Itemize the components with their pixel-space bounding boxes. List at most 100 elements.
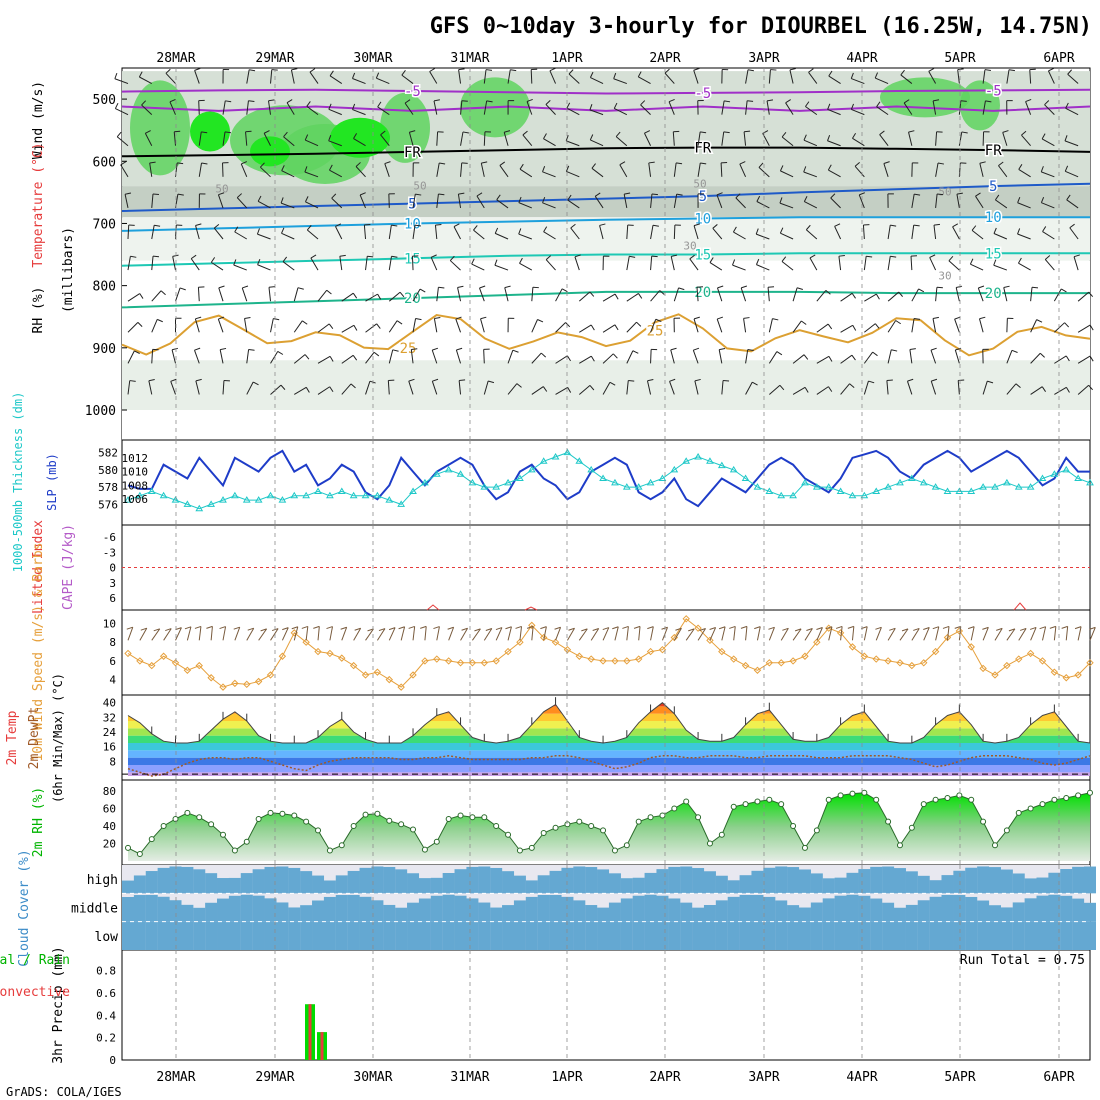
wind-barb-flag	[589, 291, 595, 297]
wind-barb-flag	[851, 354, 856, 361]
wind-barb-flag	[957, 68, 964, 71]
wind-barb-flag	[496, 194, 501, 200]
sfc-wind-barb	[1077, 626, 1082, 641]
wind-barb	[948, 260, 960, 271]
y-tick-temp: 32	[103, 711, 116, 724]
wind-barb	[555, 288, 563, 302]
wind-barb-flag	[1065, 102, 1069, 109]
wind-barb-flag	[190, 254, 197, 260]
thickness-marker	[706, 457, 714, 464]
wind-barb	[257, 264, 271, 271]
wind-barb-flag	[518, 196, 522, 203]
cloud-bar-low	[988, 921, 1001, 950]
wind-barb	[211, 261, 224, 271]
wind-barb-flag	[326, 289, 332, 295]
temp-band	[128, 765, 1090, 773]
wind-barb	[650, 319, 657, 333]
wind-barb	[170, 381, 176, 395]
wind-barb-flag	[432, 347, 439, 351]
wind-barb	[304, 171, 319, 178]
cloud-bar-low	[418, 921, 431, 950]
thickness-marker	[231, 491, 239, 499]
wind-barb	[542, 202, 556, 209]
wind-barb-flag	[851, 293, 856, 299]
rh-marker	[410, 826, 417, 833]
wind-barb	[460, 131, 464, 146]
wind-barb-flag	[647, 378, 654, 382]
cloud-bar-low	[205, 921, 218, 950]
wind-barb-flag	[329, 386, 334, 393]
wind-barb	[458, 380, 462, 395]
sfc-wind-barb-flag	[718, 626, 726, 630]
wind-barb	[579, 355, 592, 364]
wind-barb-flag	[1067, 69, 1073, 75]
wind-barb	[365, 293, 378, 302]
wind-barb	[246, 69, 250, 84]
cloud-bar-high	[965, 867, 978, 894]
wind-barb-flag	[352, 72, 356, 79]
rh-marker	[493, 823, 500, 829]
wind-barb	[411, 256, 414, 271]
wind-barb-flag	[1036, 319, 1043, 323]
thickness-marker	[670, 465, 679, 473]
sfc-wind-barb	[1042, 626, 1047, 641]
wind-barb	[268, 287, 272, 302]
wind-barb-flag	[304, 134, 309, 141]
wind-barb-flag	[700, 131, 707, 134]
wind-barb	[993, 233, 1008, 240]
wind-barb	[363, 225, 367, 240]
sfc-wind-barb	[578, 628, 588, 641]
wind-barb	[1044, 259, 1055, 271]
wind-barb-flag	[1089, 355, 1094, 362]
wind-barb	[932, 100, 937, 115]
wind-barb-flag	[282, 256, 288, 262]
y-tick-rh: 20	[103, 838, 116, 851]
sfc-wind-barb	[222, 626, 227, 641]
wind-barb-flag	[401, 70, 406, 76]
sfc-wind-barb-flag	[1049, 625, 1057, 629]
cloud-bar-low	[573, 921, 586, 950]
sfc-wind-barb	[353, 627, 362, 641]
wind-barb-flag	[589, 385, 595, 391]
wind-barb	[305, 139, 319, 147]
sfc-wind-barb	[970, 626, 975, 641]
rh-marker	[220, 831, 227, 838]
wind-barb	[1041, 138, 1055, 147]
sfc-wind-barb-flag	[554, 626, 561, 630]
cloud-bar-high	[240, 873, 253, 894]
wind-barb	[1041, 171, 1055, 178]
wind-barb-flag	[568, 69, 574, 75]
sfc-wind-barb-flag	[889, 627, 896, 631]
wind-barb	[1030, 287, 1033, 302]
wind-barb-flag	[461, 162, 468, 164]
sfc-wind-barb	[1065, 626, 1069, 641]
wind-barb	[805, 106, 818, 116]
wind-barb	[355, 166, 366, 178]
rh-marker	[433, 838, 440, 845]
sfc-wind-barb	[851, 626, 855, 641]
wind-barb-flag	[329, 164, 333, 171]
wind-barb	[339, 256, 343, 271]
ylabel-wind10m: 10m Wind Speed (m/s) & Barbs	[31, 542, 46, 761]
wind-barb-flag	[152, 255, 160, 258]
y-tick-slp: 1006	[122, 493, 149, 506]
thickness-marker	[860, 491, 869, 499]
wind-barb	[957, 69, 960, 84]
sfc-wind-barb-flag	[1061, 625, 1068, 629]
wind-barb	[830, 197, 841, 209]
wind-barb-flag	[1018, 257, 1022, 264]
y-tick-upper: 900	[93, 342, 116, 357]
sfc-wind-barb	[198, 626, 202, 641]
wind-barb	[646, 380, 652, 395]
sfc-wind-barb	[246, 627, 255, 641]
wind-barb	[245, 131, 248, 146]
contour-label: -5	[404, 84, 421, 100]
wind-marker	[646, 647, 655, 656]
wind-barb	[127, 293, 141, 302]
wind-barb	[808, 71, 818, 84]
wind-barb-flag	[414, 224, 422, 227]
wind-barb	[306, 105, 319, 116]
cloud-bar-middle	[882, 902, 895, 922]
wind-barb	[887, 225, 891, 240]
wind-barb-flag	[268, 99, 275, 102]
